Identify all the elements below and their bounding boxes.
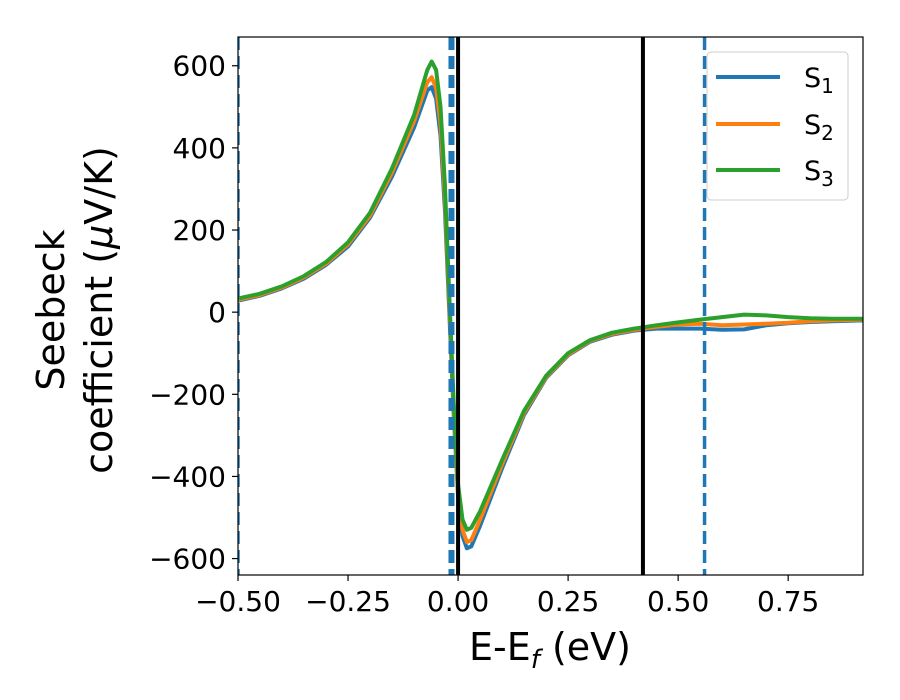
- x-tick-label: −0.50: [195, 585, 281, 618]
- x-tick-label: −0.25: [305, 585, 391, 618]
- legend-label-s2: S2: [804, 110, 834, 145]
- y-tick-label: −400: [149, 460, 226, 493]
- y-tick-label: −600: [149, 543, 226, 576]
- x-tick-label: 0.25: [537, 585, 599, 618]
- plot-layer: [238, 37, 863, 575]
- y-tick-label: −200: [149, 378, 226, 411]
- x-tick-label: 0.75: [757, 585, 819, 618]
- series-line-s3: [238, 59, 863, 532]
- legend-label-s1: S1: [804, 63, 834, 98]
- y-tick-label: 200: [173, 214, 226, 247]
- axes-layer: −0.50 −0.25 0.00 0.25 0.50 0.75 600 400 200 0 −200…: [149, 36, 864, 618]
- legend-label-s3: S3: [804, 156, 834, 191]
- x-axis-title: E-Ef (eV): [469, 625, 631, 675]
- y-axis-title-line1: Seebeck: [29, 229, 73, 390]
- legend: S1 S2 S3: [706, 51, 849, 201]
- y-tick-label: 600: [173, 50, 226, 83]
- y-tick-label: 400: [173, 132, 226, 165]
- legend-entry-s1: S1: [716, 63, 834, 98]
- plot-frame: [237, 36, 864, 576]
- x-tick-label: 0.00: [427, 585, 489, 618]
- x-tick-label: 0.50: [647, 585, 709, 618]
- y-axis-title-line2: coefficient (μV/K): [77, 146, 121, 474]
- legend-entry-s2: S2: [716, 110, 834, 145]
- plot-area: [238, 37, 863, 575]
- legend-entry-s3: S3: [716, 156, 834, 191]
- y-tick-label: 0: [208, 296, 226, 329]
